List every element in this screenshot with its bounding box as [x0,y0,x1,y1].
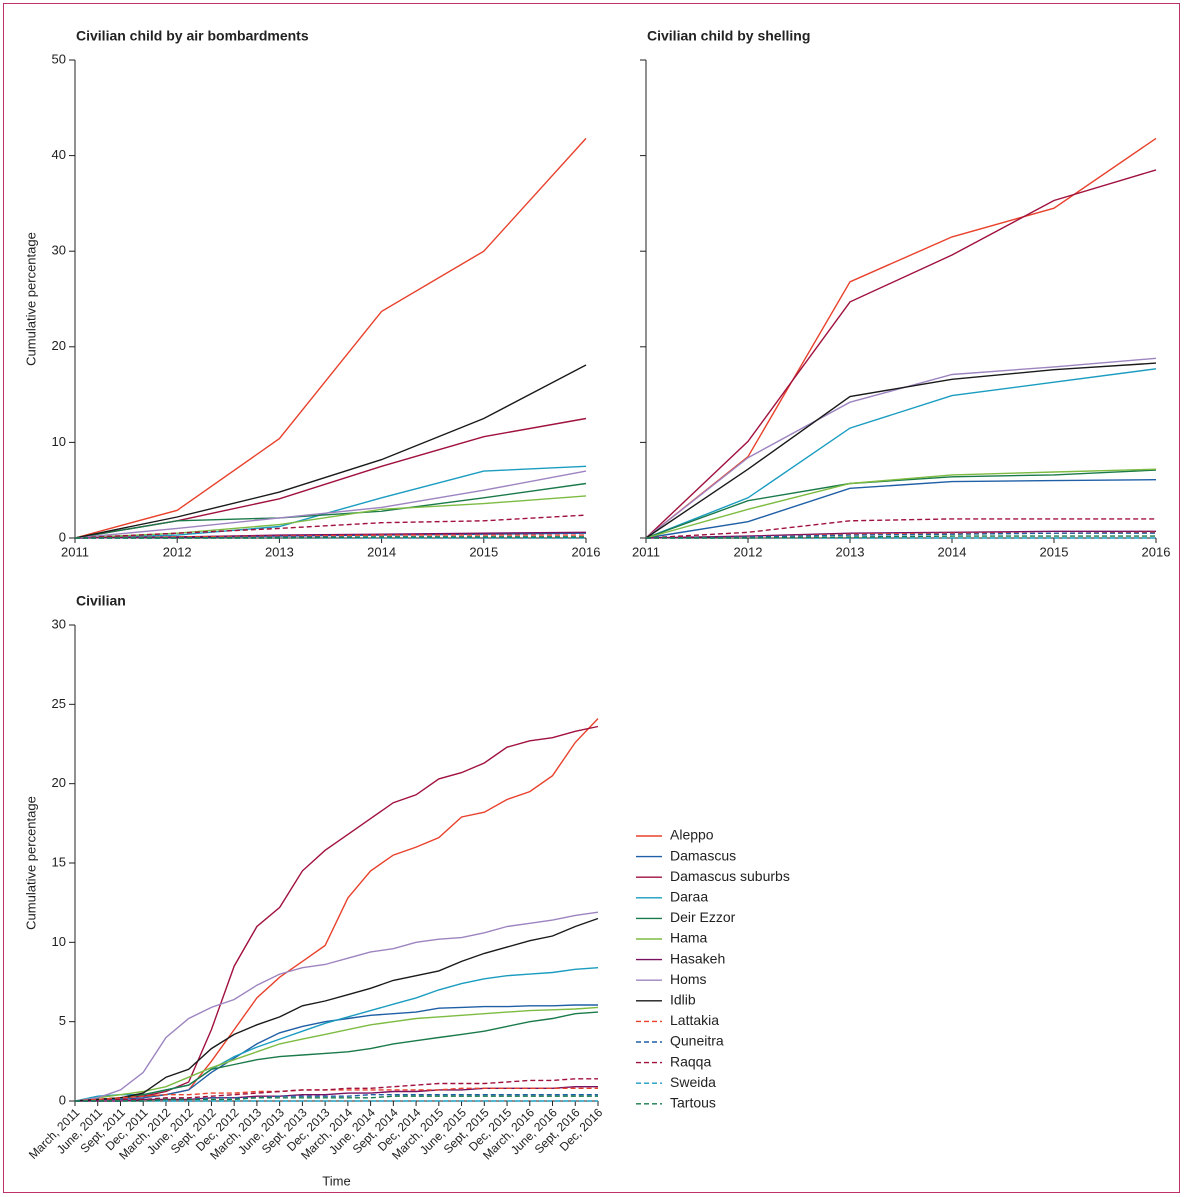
series-line [74,725,599,1102]
y-tick-label: 30 [52,243,66,258]
series-line [645,479,1157,539]
y-tick-label: 50 [52,51,66,66]
series-line [74,495,587,539]
x-tick-label: 2014 [938,544,967,559]
legend-label: Deir Ezzor [670,909,736,925]
x-tick-label: 2012 [734,544,763,559]
legend-label: Damascus [670,847,736,863]
legend-label: Daraa [670,889,708,905]
legend-label: Lattakia [670,1012,719,1028]
legend-label: Homs [670,971,707,987]
series-line [74,534,586,539]
legend-label: Tartous [670,1095,716,1111]
y-tick-label: 10 [52,434,66,449]
series-line [74,364,587,539]
frame [3,3,1180,1193]
y-tick-label: 25 [52,696,66,711]
x-tick-label: 2016 [572,544,601,559]
series-line [645,518,1156,539]
series-line [74,531,587,539]
y-tick-label: 0 [59,529,66,544]
series-line [645,169,1157,539]
y-axis-label: Cumulative percentage [23,796,38,930]
y-tick-label: 10 [52,934,66,949]
x-tick-label: 2011 [61,544,89,559]
series-line [74,1006,599,1102]
y-tick-label: 0 [59,1092,66,1107]
series-line [74,137,587,539]
series-line [74,1011,599,1102]
x-axis-label: Time [322,1173,350,1188]
series-line [645,368,1157,539]
legend-label: Sweida [670,1074,716,1090]
legend-label: Raqqa [670,1053,711,1069]
series-line [645,532,1156,539]
y-tick-label: 5 [59,1013,66,1028]
x-tick-label: 2013 [265,544,294,559]
legend-label: Hasakeh [670,950,725,966]
chart-title: Civilian child by shelling [647,28,810,44]
series-line [75,1095,598,1102]
legend-label: Aleppo [670,827,714,843]
series-line [75,1078,598,1102]
series-line [646,535,1156,539]
y-tick-label: 20 [52,338,66,353]
y-tick-label: 40 [52,147,66,162]
y-tick-label: 20 [52,775,66,790]
legend-label: Damascus suburbs [670,868,790,884]
series-line [74,1087,598,1102]
x-tick-label: 2011 [632,544,660,559]
x-tick-label: 2014 [367,544,396,559]
series-line [645,357,1157,539]
x-tick-label: 2015 [1040,544,1069,559]
x-tick-label: 2013 [836,544,865,559]
x-tick-label: 2012 [163,544,192,559]
y-tick-label: 15 [52,854,66,869]
series-line [74,514,587,539]
series-line [645,530,1156,539]
series-line [75,536,586,539]
series-line [645,469,1157,539]
series-line [645,468,1157,539]
series-line [74,967,599,1102]
series-line [74,718,599,1102]
y-tick-label: 30 [52,616,66,631]
series-line [74,470,587,539]
chart-title: Civilian child by air bombardments [76,28,309,44]
x-tick-label: 2016 [1142,544,1171,559]
series-line [645,362,1157,539]
chart-title: Civilian [76,593,126,609]
y-axis-label: Cumulative percentage [23,232,38,366]
series-line [74,482,587,539]
x-tick-label: 2015 [469,544,498,559]
legend-label: Hama [670,930,708,946]
series-line [74,911,599,1102]
legend-label: Quneitra [670,1033,724,1049]
series-line [75,1094,598,1102]
legend-label: Idlib [670,992,696,1008]
series-line [74,917,599,1102]
